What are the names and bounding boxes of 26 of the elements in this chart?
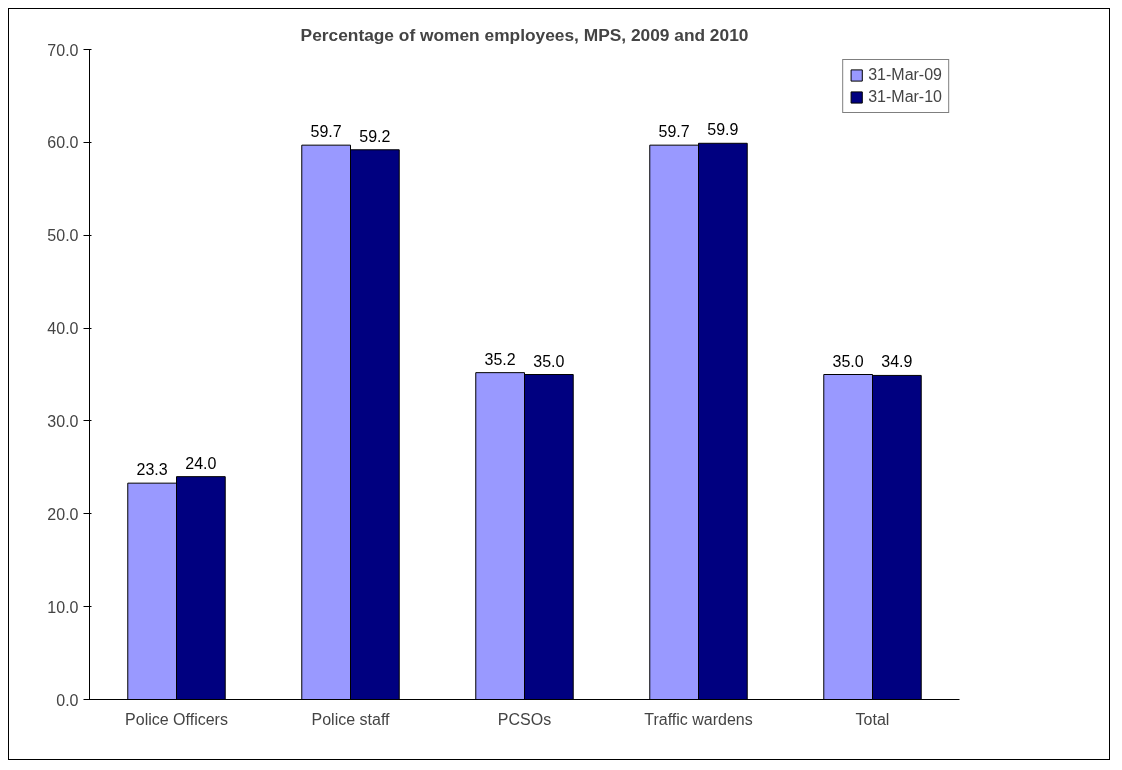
x-tick-label: Police Officers bbox=[125, 710, 228, 728]
legend-label: 31-Mar-09 bbox=[868, 66, 942, 84]
data-label: 59.2 bbox=[359, 127, 391, 145]
y-tick-label: 60.0 bbox=[47, 134, 79, 152]
chart-title: Percentage of women employees, MPS, 2009 and 2010 bbox=[300, 24, 749, 45]
data-label: 23.3 bbox=[136, 461, 168, 479]
x-tick-label: Police staff bbox=[311, 710, 391, 728]
y-tick-label: 10.0 bbox=[47, 598, 79, 616]
y-tick-label: 0.0 bbox=[56, 691, 79, 709]
data-label: 59.7 bbox=[310, 123, 342, 141]
data-label: 24.0 bbox=[185, 454, 217, 472]
data-label: 34.9 bbox=[881, 353, 913, 371]
data-label: 35.2 bbox=[484, 350, 516, 368]
data-label: 59.9 bbox=[707, 121, 739, 139]
x-tick-label: Traffic wardens bbox=[644, 710, 753, 728]
x-tick-label: Total bbox=[855, 710, 890, 728]
data-label: 35.0 bbox=[533, 352, 565, 370]
y-tick-label: 70.0 bbox=[47, 41, 79, 59]
y-tick-label: 40.0 bbox=[47, 320, 79, 338]
data-label: 59.7 bbox=[658, 123, 690, 141]
data-label: 35.0 bbox=[832, 352, 864, 370]
legend-label: 31-Mar-10 bbox=[868, 88, 942, 106]
y-tick-label: 50.0 bbox=[47, 227, 79, 245]
y-tick-label: 30.0 bbox=[47, 412, 79, 430]
x-tick-label: PCSOs bbox=[497, 710, 552, 728]
y-tick-label: 20.0 bbox=[47, 505, 79, 523]
